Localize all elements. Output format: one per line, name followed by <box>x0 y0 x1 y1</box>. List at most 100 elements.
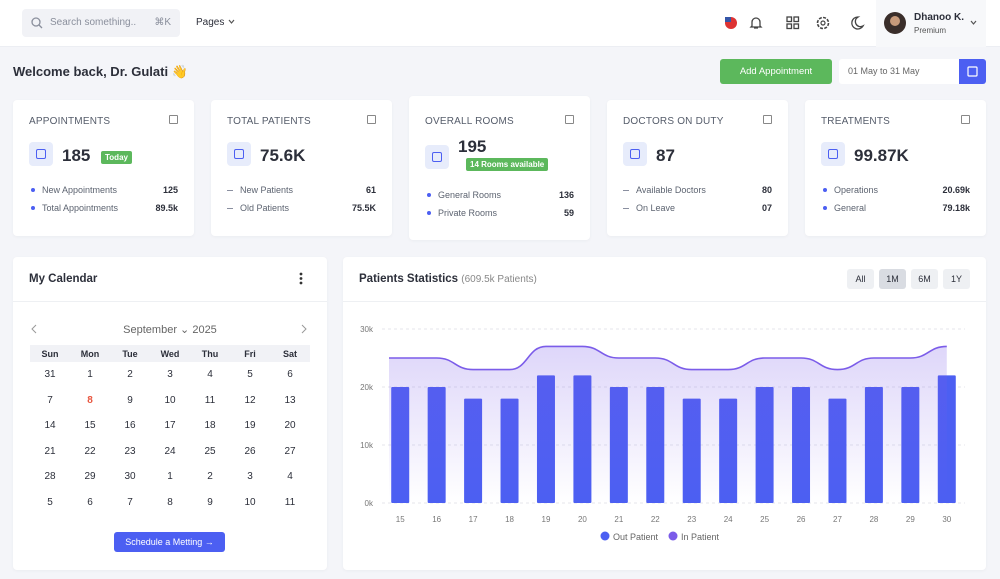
next-month[interactable] <box>301 324 307 334</box>
theme-icon[interactable] <box>851 16 865 30</box>
shortcut: ⌘K <box>154 17 171 28</box>
day[interactable]: 28 <box>44 471 56 483</box>
stat-card: DOCTORS ON DUTY 87 Available Doctors 80 On L… <box>607 100 788 236</box>
day[interactable]: 9 <box>207 496 213 508</box>
day[interactable]: 14 <box>44 420 56 432</box>
day[interactable]: 2 <box>207 471 213 483</box>
day[interactable]: 4 <box>207 369 213 381</box>
x-tick-label: 30 <box>942 515 951 524</box>
stat-card: TOTAL PATIENTS 75.6K New Patients 61 Old Pat… <box>211 100 392 236</box>
icon-glyph <box>828 149 838 159</box>
day[interactable]: 30 <box>124 471 136 483</box>
external-link-icon[interactable] <box>763 115 772 124</box>
day[interactable]: 15 <box>84 420 96 432</box>
calendar-grid: Sun Mon Tue Wed Thu Fri Sat 31 1 2 3 4 5 6 7 8 9 10 11 12 13… <box>30 345 310 515</box>
day[interactable]: 27 <box>284 445 296 457</box>
legend-label[interactable]: Out Patient <box>613 532 659 542</box>
add-appointment-button[interactable]: Add Appointment <box>720 59 832 84</box>
more-icon[interactable] <box>299 272 303 285</box>
day[interactable]: 21 <box>44 445 56 457</box>
day[interactable]: 6 <box>87 496 93 508</box>
day[interactable]: 24 <box>164 445 176 457</box>
date-range-input[interactable]: 01 May to 31 May <box>839 59 959 84</box>
date-range: 01 May to 31 May <box>848 66 920 76</box>
weekday: Tue <box>110 345 150 362</box>
prev-month[interactable] <box>31 324 37 334</box>
day[interactable]: 9 <box>127 394 133 406</box>
row-value: 79.18k <box>942 203 970 213</box>
day[interactable]: 8 <box>87 394 93 406</box>
range-button[interactable]: 6M <box>911 269 938 289</box>
day[interactable]: 8 <box>167 496 173 508</box>
day[interactable]: 19 <box>244 420 256 432</box>
row-value: 89.5k <box>155 203 178 213</box>
external-link-icon[interactable] <box>565 115 574 124</box>
bullet <box>427 211 431 215</box>
search-box[interactable]: Search something.. ⌘K <box>22 9 180 37</box>
range-button[interactable]: 1M <box>879 269 906 289</box>
bell-icon[interactable] <box>749 17 763 29</box>
external-link-icon[interactable] <box>169 115 178 124</box>
day[interactable]: 13 <box>284 394 296 406</box>
chart: 0k 10k 20k 30k 15 16 17 18 19 20 21 22 23 24 25 26 27 28 2… <box>360 325 965 542</box>
day[interactable]: 11 <box>284 496 296 508</box>
day[interactable]: 1 <box>167 471 173 483</box>
range-buttons: All 1M 6M 1Y <box>842 269 970 289</box>
card-title: TREATMENTS <box>821 116 891 127</box>
day[interactable]: 23 <box>124 445 136 457</box>
day[interactable]: 11 <box>204 394 216 406</box>
day[interactable]: 22 <box>84 445 96 457</box>
x-tick-label: 19 <box>542 515 551 524</box>
x-tick-label: 23 <box>687 515 696 524</box>
day[interactable]: 6 <box>287 369 293 381</box>
day[interactable]: 7 <box>127 496 133 508</box>
x-tick-label: 26 <box>797 515 806 524</box>
day[interactable]: 26 <box>244 445 256 457</box>
day[interactable]: 17 <box>164 420 176 432</box>
area <box>389 346 947 503</box>
avatar <box>884 12 906 34</box>
row-label: New Patients <box>240 185 294 195</box>
day[interactable]: 1 <box>87 369 93 381</box>
day[interactable]: 25 <box>204 445 216 457</box>
day[interactable]: 3 <box>247 471 253 483</box>
legend-marker <box>668 531 678 541</box>
day[interactable]: 5 <box>247 369 253 381</box>
day[interactable]: 4 <box>287 471 293 483</box>
card-badge: Today <box>101 151 132 164</box>
day[interactable]: 29 <box>84 471 96 483</box>
calendar-panel: My Calendar September ⌄ 2025 Sun Mon Tue We… <box>13 257 327 570</box>
day[interactable]: 2 <box>127 369 133 381</box>
settings-icon[interactable] <box>816 16 830 30</box>
day[interactable]: 20 <box>284 420 296 432</box>
month[interactable]: September <box>123 324 177 336</box>
chart-title: Patients Statistics <box>359 273 459 285</box>
day[interactable]: 7 <box>47 394 53 406</box>
button-label: Schedule a Metting <box>125 537 203 547</box>
day[interactable]: 5 <box>47 496 53 508</box>
external-link-icon[interactable] <box>961 115 970 124</box>
day[interactable]: 31 <box>44 369 56 381</box>
day[interactable]: 3 <box>167 369 173 381</box>
legend-label[interactable]: In Patient <box>681 532 720 542</box>
day[interactable]: 10 <box>164 394 176 406</box>
day[interactable]: 10 <box>244 496 256 508</box>
schedule-button[interactable]: Schedule a Metting → <box>114 532 225 552</box>
calendar-button[interactable] <box>959 59 986 84</box>
day[interactable]: 12 <box>244 394 256 406</box>
x-tick-label: 16 <box>432 515 441 524</box>
range-button[interactable]: 1Y <box>943 269 970 289</box>
day[interactable]: 16 <box>124 420 136 432</box>
calendar-icon <box>967 66 978 77</box>
card-title: DOCTORS ON DUTY <box>623 116 724 127</box>
day[interactable]: 18 <box>204 420 216 432</box>
row-label: Old Patients <box>240 203 290 213</box>
range-button[interactable]: All <box>847 269 874 289</box>
pages-menu[interactable]: Pages <box>196 17 225 28</box>
apps-icon[interactable] <box>786 16 800 30</box>
external-link-icon[interactable] <box>367 115 376 124</box>
weekday: Wed <box>150 345 190 362</box>
user-menu[interactable]: Dhanoo K. Premium <box>876 0 986 47</box>
bullet <box>623 190 629 191</box>
x-tick-label: 18 <box>505 515 514 524</box>
